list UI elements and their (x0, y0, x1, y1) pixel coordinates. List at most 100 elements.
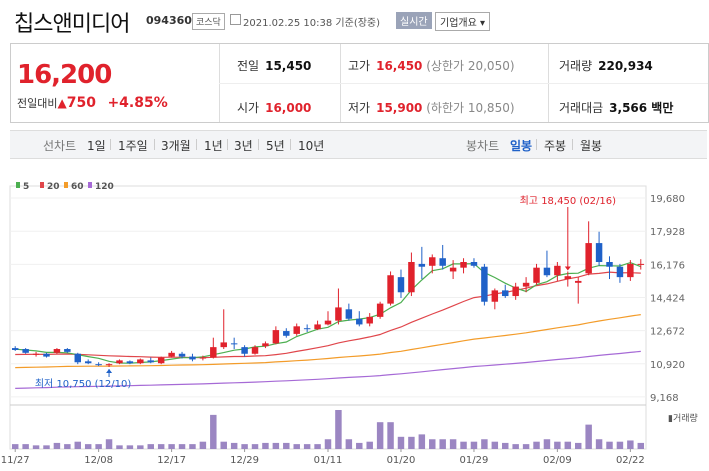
candle-body (210, 347, 217, 358)
stock-name: 칩스앤미디어 (14, 12, 130, 37)
volume-bar (116, 445, 123, 449)
candle-body (418, 263, 426, 267)
x-tick-label: 01/20 (387, 455, 416, 466)
volume-bar (574, 442, 582, 449)
candle-body (220, 342, 227, 348)
stock-code: 094360 (146, 14, 192, 27)
candle-body (522, 282, 530, 287)
volume-bar (387, 422, 394, 449)
candle-chart-label: 봉차트 (466, 139, 500, 153)
x-tick-label: 12/17 (157, 455, 186, 466)
volume-bar (533, 441, 540, 449)
change-percent: +4.85% (107, 95, 168, 111)
candle-body (53, 349, 61, 353)
candle-body (84, 361, 92, 364)
volume-bar (11, 444, 19, 449)
candle-body (95, 364, 102, 366)
candle-body (178, 353, 186, 357)
volume-bar (189, 444, 196, 449)
volume-bar (314, 444, 321, 449)
y-tick-label: 10,920 (650, 360, 685, 371)
period-tabs: 선차트 1일 1주일 3개월 1년 3년 5년 10년 봉차트 일봉 주봉 월봉 (10, 130, 707, 159)
up-arrow-icon (106, 369, 113, 373)
volume-bar (210, 414, 217, 449)
candle-body (460, 262, 467, 268)
divider (227, 139, 228, 150)
candle-body (564, 276, 572, 280)
legend-label: 5 (23, 182, 29, 192)
period-tab-1d[interactable]: 1일 (87, 139, 106, 153)
y-tick-label: 12,672 (650, 327, 685, 338)
volume-bar (481, 439, 488, 449)
candle-body (429, 257, 436, 266)
volume-bar (345, 439, 353, 449)
candle-body (408, 262, 415, 293)
x-tick-label: 01/11 (314, 455, 343, 466)
volume: 거래량 220,934 (559, 59, 653, 73)
candle-body (366, 316, 373, 324)
candle-body (491, 290, 499, 302)
timestamp: 2021.02.25 10:38 기준(장중) (243, 18, 381, 29)
company-info-dropdown[interactable]: 기업개요 ▾ (435, 12, 490, 31)
volume-bar (616, 441, 624, 449)
candle-body (22, 349, 29, 353)
candle-body (449, 267, 457, 272)
candle-body (137, 359, 144, 364)
divider (219, 83, 708, 84)
candle-body (574, 280, 582, 283)
volume-bar (470, 441, 478, 449)
volume-bar (606, 441, 613, 449)
change-label: 전일대비 (17, 97, 58, 110)
low-price: 저가 15,900 (하한가 10,850) (348, 101, 515, 115)
volume-bar (84, 444, 92, 449)
period-tab-3y[interactable]: 3년 (234, 139, 253, 153)
candle-body (345, 309, 353, 319)
divider (572, 139, 573, 150)
candle-body (241, 347, 248, 354)
volume-bar (241, 444, 248, 449)
candle-body (627, 263, 634, 278)
period-tab-10y[interactable]: 10년 (298, 139, 325, 153)
volume-bar (637, 442, 645, 449)
candle-body (303, 328, 311, 330)
volume-bar (53, 442, 61, 449)
divider (536, 139, 537, 150)
volume-label: ▮거래량 (668, 412, 698, 424)
x-tick-label: 02/22 (616, 455, 645, 466)
candle-body (272, 330, 280, 344)
period-tab-3m[interactable]: 3개월 (161, 139, 191, 153)
period-tab-5y[interactable]: 5년 (266, 139, 285, 153)
volume-bar (460, 441, 467, 449)
candle-tab-weekly[interactable]: 주봉 (544, 139, 567, 153)
candle-body (481, 266, 488, 302)
candle-tab-monthly[interactable]: 월봉 (580, 139, 603, 153)
candle-body (64, 349, 71, 352)
candle-body (554, 265, 561, 276)
calendar-icon: . (230, 14, 241, 25)
period-tab-1y[interactable]: 1년 (204, 139, 223, 153)
annotation-low: 최저 10,750 (12/10) (35, 378, 131, 390)
x-tick-label: 01/29 (460, 455, 489, 466)
candle-body (470, 262, 478, 266)
x-tick-label: 02/09 (543, 455, 572, 466)
divider (258, 139, 259, 150)
volume-bar (585, 424, 592, 449)
legend-swatch (64, 182, 68, 188)
period-tab-1w[interactable]: 1주일 (118, 139, 148, 153)
trade-amount: 거래대금 3,566 백만 (559, 101, 674, 115)
volume-bar (512, 444, 519, 449)
volume-bar (178, 444, 186, 449)
volume-bar (356, 442, 363, 449)
candle-body (616, 266, 624, 278)
up-arrow-icon: ▲ (57, 96, 67, 110)
volume-bar (32, 445, 40, 449)
candle-tab-daily[interactable]: 일봉 (510, 139, 533, 153)
prev-close: 전일 15,450 (237, 59, 312, 73)
volume-bar (262, 442, 269, 449)
volume-bar (595, 439, 603, 449)
divider (154, 139, 155, 150)
volume-bar (168, 444, 175, 449)
candle-body (105, 364, 113, 366)
volume-bar (272, 442, 280, 449)
realtime-button[interactable]: 실시간 (396, 12, 432, 29)
